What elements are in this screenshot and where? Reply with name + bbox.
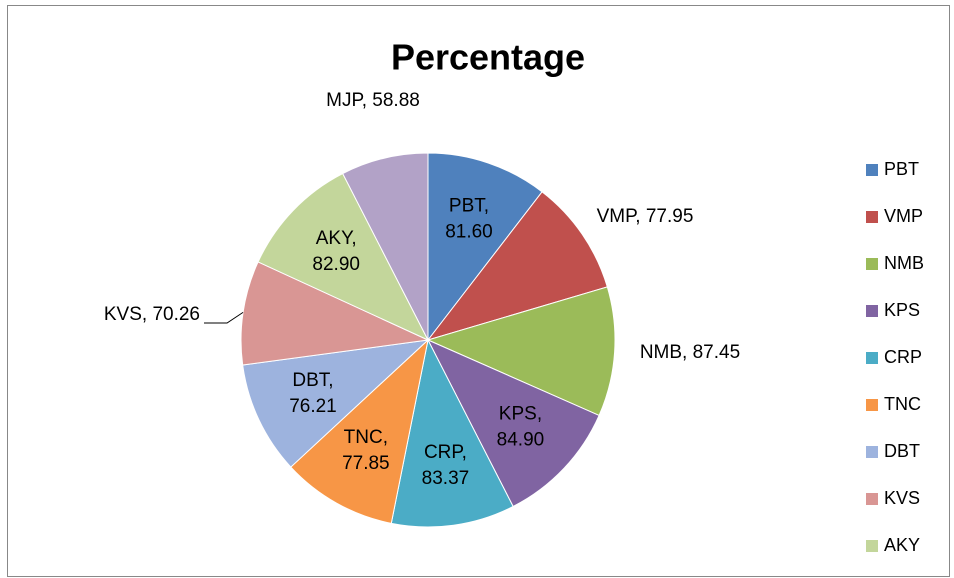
data-label: AKY, 82.90 bbox=[312, 228, 360, 275]
data-label: CRP, 83.37 bbox=[422, 442, 470, 489]
legend-swatch bbox=[866, 446, 878, 458]
data-label: KVS, 70.26 bbox=[104, 304, 200, 325]
legend-swatch bbox=[866, 258, 878, 270]
data-label: MJP, 58.88 bbox=[326, 90, 420, 111]
legend-label: CRP bbox=[884, 347, 922, 367]
legend-label: VMP bbox=[884, 206, 923, 226]
legend-swatch bbox=[866, 305, 878, 317]
legend-label: PBT bbox=[884, 159, 919, 179]
data-label: NMB, 87.45 bbox=[640, 342, 740, 363]
pie-slice bbox=[257, 172, 430, 342]
data-label: TNC, 77.85 bbox=[342, 427, 390, 474]
data-label: PBT, 81.60 bbox=[445, 196, 493, 243]
pie-slice bbox=[242, 339, 430, 468]
chart-title: Percentage bbox=[391, 37, 585, 78]
legend-label: NMB bbox=[884, 253, 924, 273]
pie-slice bbox=[426, 338, 600, 508]
legend-label: KVS bbox=[884, 488, 920, 508]
leader-line bbox=[204, 311, 244, 324]
pie-slice bbox=[426, 191, 608, 341]
data-label: VMP, 77.95 bbox=[597, 206, 694, 227]
pie-slice bbox=[426, 286, 616, 417]
pie-slice bbox=[290, 338, 429, 524]
data-label: KPS, 84.90 bbox=[497, 403, 545, 450]
legend-swatch bbox=[866, 493, 878, 505]
legend-swatch bbox=[866, 540, 878, 552]
legend-swatch bbox=[866, 399, 878, 411]
legend-swatch bbox=[866, 211, 878, 223]
pie-slice bbox=[390, 338, 514, 528]
legend-label: KPS bbox=[884, 300, 920, 320]
pie-slice bbox=[427, 152, 543, 342]
legend-label: AKY bbox=[884, 535, 920, 555]
legend-label: TNC bbox=[884, 394, 921, 414]
data-label: DBT, 76.21 bbox=[289, 370, 337, 417]
legend-label: DBT bbox=[884, 441, 920, 461]
legend-swatch bbox=[866, 164, 878, 176]
pie-slice bbox=[342, 152, 429, 341]
legend-swatch bbox=[866, 352, 878, 364]
